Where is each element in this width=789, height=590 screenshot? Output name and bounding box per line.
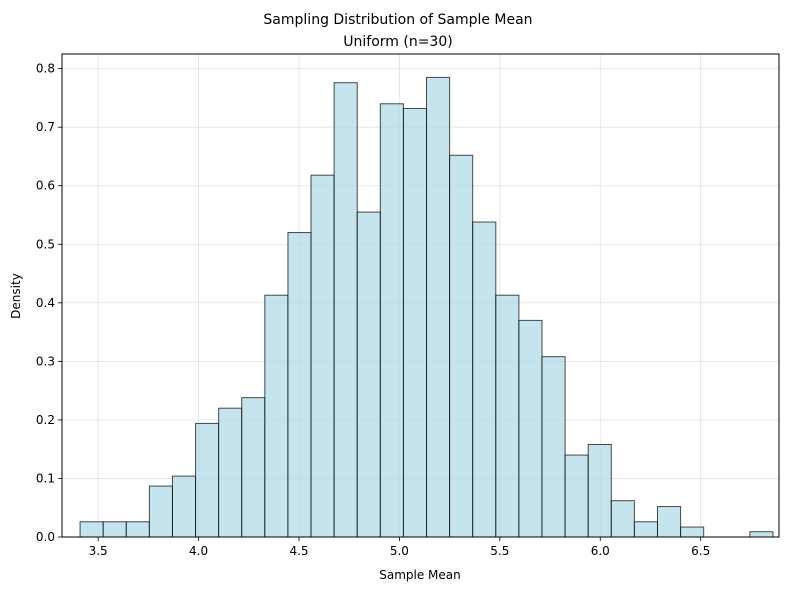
histogram-bar bbox=[495, 294, 520, 538]
histogram-bar bbox=[402, 107, 428, 538]
y-tick-label: 0.8 bbox=[36, 62, 55, 76]
histogram-bar bbox=[264, 294, 289, 538]
histogram-bar bbox=[79, 521, 104, 538]
histogram-bar bbox=[356, 211, 381, 538]
y-tick-label: 0.3 bbox=[36, 354, 55, 368]
histogram-bar bbox=[541, 356, 566, 538]
histogram-bar bbox=[564, 454, 589, 538]
histogram-bar bbox=[449, 154, 474, 538]
histogram-bar bbox=[171, 475, 197, 538]
y-tick-label: 0.1 bbox=[36, 471, 55, 485]
chart-subtitle: Uniform (n=30) bbox=[343, 34, 452, 50]
histogram-bar bbox=[148, 485, 173, 538]
histogram-bar bbox=[680, 526, 705, 538]
histogram-bar bbox=[518, 319, 543, 538]
x-tick-label: 5.0 bbox=[390, 544, 409, 558]
histogram-bar bbox=[195, 422, 220, 538]
histogram-bar bbox=[125, 521, 150, 538]
histogram-bar bbox=[310, 174, 335, 538]
y-tick-label: 0.7 bbox=[36, 120, 55, 134]
y-tick-label: 0.6 bbox=[36, 179, 55, 193]
histogram-bar bbox=[472, 221, 497, 538]
histogram-bars bbox=[79, 76, 774, 538]
histogram-bar bbox=[379, 103, 404, 538]
histogram-bar bbox=[749, 531, 774, 538]
x-tick-label: 4.5 bbox=[289, 544, 308, 558]
histogram-bar bbox=[102, 521, 127, 538]
y-axis-label: Density bbox=[9, 273, 23, 319]
y-tick-label: 0.5 bbox=[36, 237, 55, 251]
x-axis-label: Sample Mean bbox=[379, 568, 461, 582]
histogram-bar bbox=[241, 397, 266, 538]
y-tick-label: 0.2 bbox=[36, 413, 55, 427]
x-tick-label: 6.0 bbox=[591, 544, 610, 558]
histogram-bar bbox=[287, 232, 312, 538]
histogram-bar bbox=[587, 443, 612, 538]
x-axis-ticks: 3.5 4.0 4.5 5.0 5.5 6.0 6.5 bbox=[89, 537, 710, 558]
x-tick-label: 6.5 bbox=[691, 544, 710, 558]
plot-frame bbox=[61, 53, 780, 538]
chart-title: Sampling Distribution of Sample Mean bbox=[263, 12, 532, 28]
histogram-bar bbox=[218, 407, 243, 538]
y-axis-ticks: 0.0 0.1 0.2 0.3 0.4 0.5 0.6 0.7 0.8 bbox=[36, 62, 62, 544]
histogram-bar bbox=[610, 500, 635, 538]
histogram-bar bbox=[656, 506, 682, 538]
y-tick-label: 0.0 bbox=[36, 530, 55, 544]
histogram-bar bbox=[633, 521, 658, 538]
histogram-bar bbox=[426, 76, 451, 538]
x-tick-label: 3.5 bbox=[89, 544, 108, 558]
y-tick-label: 0.4 bbox=[36, 296, 55, 310]
histogram-bar bbox=[333, 82, 358, 538]
x-tick-label: 4.0 bbox=[189, 544, 208, 558]
x-tick-label: 5.5 bbox=[490, 544, 509, 558]
